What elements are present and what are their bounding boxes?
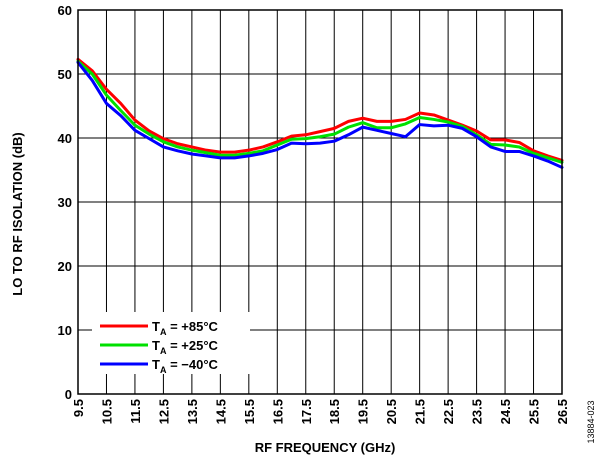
legend-label-rest: = −40°C (166, 357, 218, 372)
x-tick-label: 20.5 (384, 399, 399, 424)
y-tick-label: 20 (58, 259, 72, 274)
x-tick-label: 18.5 (327, 399, 342, 424)
x-tick-label: 24.5 (498, 399, 513, 424)
legend-label-main: T (152, 357, 160, 372)
x-tick-label: 23.5 (470, 399, 485, 424)
series-line-2 (76, 60, 564, 169)
series-line-1 (76, 59, 564, 164)
legend-label-sub: A (160, 327, 167, 337)
x-tick-label: 10.5 (99, 399, 114, 424)
legend-label-main: T (152, 338, 160, 353)
y-tick-label: 10 (58, 323, 72, 338)
x-tick-label: 9.5 (71, 399, 86, 417)
x-tick-label: 17.5 (299, 399, 314, 424)
legend: TA = +85°CTA = +25°CTA = −40°C (92, 312, 250, 375)
series-lines (76, 57, 564, 169)
legend-label-rest: = +85°C (166, 319, 218, 334)
y-tick-label: 0 (65, 387, 72, 402)
x-tick-label: 12.5 (156, 399, 171, 424)
x-axis-label: RF FREQUENCY (GHz) (255, 440, 396, 455)
legend-label-sub: A (160, 346, 167, 356)
y-tick-label: 40 (58, 131, 72, 146)
x-tick-label: 16.5 (270, 399, 285, 424)
legend-label-0: TA = +85°C (152, 319, 219, 337)
x-tick-label: 15.5 (242, 399, 257, 424)
x-tick-label: 25.5 (527, 399, 542, 424)
legend-label-main: T (152, 319, 160, 334)
legend-label-sub: A (160, 365, 167, 375)
x-tick-labels: 9.5 10.5 11.5 12.5 13.5 14.5 15.5 16.5 17.5 18.5 1… (71, 399, 570, 424)
y-axis-label: LO TO RF ISOLATION (dB) (10, 132, 25, 295)
y-tick-label: 50 (58, 67, 72, 82)
x-tick-label: 22.5 (441, 399, 456, 424)
series-line-0 (76, 57, 564, 162)
legend-label-1: TA = +25°C (152, 338, 219, 356)
y-tick-label: 30 (58, 195, 72, 210)
x-tick-label: 13.5 (185, 399, 200, 424)
x-tick-label: 14.5 (213, 399, 228, 424)
legend-label-2: TA = −40°C (152, 357, 219, 375)
x-tick-label: 21.5 (413, 399, 428, 424)
x-tick-label: 11.5 (128, 399, 143, 424)
x-tick-label: 19.5 (356, 399, 371, 424)
figure-id: 13884-023 (586, 400, 596, 443)
y-tick-label: 60 (58, 3, 72, 18)
legend-label-rest: = +25°C (166, 338, 218, 353)
plot-frame (77, 9, 563, 395)
x-tick-label: 26.5 (555, 399, 570, 424)
y-tick-labels: 0 10 20 30 40 50 60 (58, 3, 72, 402)
